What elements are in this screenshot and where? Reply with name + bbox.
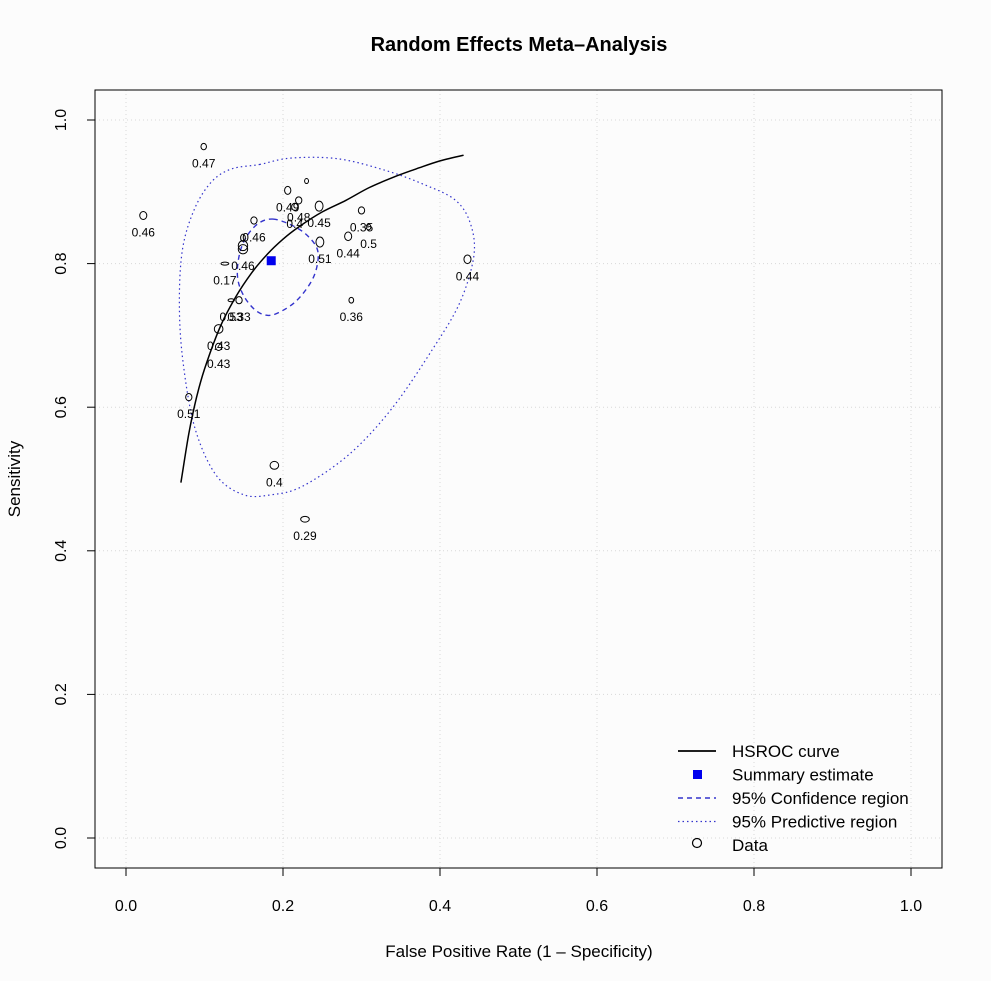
y-tick-label: 0.2: [53, 683, 70, 705]
data-point: [139, 211, 148, 220]
data-point: [284, 185, 292, 195]
data-point-label: 0.43: [207, 357, 231, 371]
y-tick-label: 0.0: [53, 827, 70, 849]
legend-label: 95% Predictive region: [732, 813, 897, 832]
y-tick-label: 0.4: [53, 540, 70, 562]
data-point: [344, 231, 353, 242]
data-point: [348, 296, 355, 304]
curve-layer: [180, 154, 464, 483]
y-axis-label: Sensitivity: [5, 440, 24, 517]
x-tick-label: 0.2: [272, 898, 294, 915]
data-point: [214, 342, 223, 351]
data-point-label: 0.46: [132, 225, 156, 239]
data-point: [200, 142, 207, 151]
data-point: [314, 200, 324, 212]
legend-swatch-summary: [693, 770, 702, 779]
data-point: [291, 202, 299, 211]
y-tick-label: 0.6: [53, 396, 70, 418]
data-point-label: 0.17: [213, 274, 237, 288]
x-tick-label: 0.6: [586, 898, 608, 915]
legend-label: Summary estimate: [732, 766, 874, 785]
data-point: [240, 233, 246, 242]
confidence-region: [236, 218, 319, 317]
legend: HSROC curve Summary estimate 95% Confidenc…: [678, 742, 909, 855]
data-point-label: 0.29: [293, 529, 317, 543]
data-point-label: 0.4: [266, 475, 283, 489]
data-point-label: 0.35: [350, 220, 374, 234]
data-point-label: 0.44: [336, 246, 360, 260]
data-point: [269, 460, 280, 470]
data-point-label: 0.51: [177, 407, 201, 421]
data-point: [250, 216, 258, 225]
summary-estimate-marker: [266, 256, 276, 266]
data-point-label: 0.48: [287, 210, 311, 224]
regions-layer: [178, 156, 476, 498]
data-point: [237, 240, 249, 252]
data-point: [213, 324, 224, 334]
data-point: [235, 296, 243, 305]
data-point-label: 0.33: [227, 310, 251, 324]
predictive-region: [178, 156, 476, 498]
x-tick-label: 1.0: [900, 898, 922, 915]
x-tick-label: 0.4: [429, 898, 451, 915]
x-tick-label: 0.0: [115, 898, 137, 915]
data-point-label: 0.45: [307, 216, 331, 230]
data-point-label: 0.4: [286, 217, 303, 231]
data-point: [463, 254, 472, 265]
chart-title: Random Effects Meta–Analysis: [371, 34, 668, 56]
legend-label: Data: [732, 836, 768, 855]
data-point: [227, 298, 235, 303]
data-point: [304, 178, 310, 185]
x-axis: 0.0 0.2 0.4 0.6 0.8 1.0: [115, 867, 922, 915]
y-tick-label: 0.8: [53, 252, 70, 274]
data-point-label: 0.44: [456, 269, 480, 283]
hsroc-curve: [180, 154, 464, 483]
legend-label: HSROC curve: [732, 742, 840, 761]
data-point-label: 0.51: [308, 252, 332, 266]
data-point-label: 0.36: [340, 310, 364, 324]
data-point: [300, 515, 310, 523]
legend-swatch-data: [691, 837, 703, 849]
data-points-layer: 0.470.460.490.480.450.4 0.350.46 0.50.440.…: [132, 142, 480, 543]
data-point-label: 0.46: [242, 231, 266, 245]
data-point-label: 0.47: [192, 157, 216, 171]
data-point: [220, 261, 230, 266]
data-point: [295, 196, 303, 205]
data-point: [237, 244, 249, 255]
data-point: [365, 223, 372, 231]
data-point: [357, 206, 366, 215]
data-point-label: 0.43: [207, 339, 231, 353]
x-tick-label: 0.8: [743, 898, 765, 915]
y-tick-label: 1.0: [53, 109, 70, 131]
legend-label: 95% Confidence region: [732, 789, 909, 808]
y-axis: 0.0 0.2 0.4 0.6 0.8 1.0: [53, 109, 95, 849]
data-point-label: 0.46: [231, 259, 255, 273]
x-axis-label: False Positive Rate (1 – Specificity): [385, 942, 652, 961]
data-point-label: 0.5: [360, 237, 377, 251]
summary-layer: [266, 256, 276, 266]
grid-lines: [95, 90, 942, 868]
data-point: [315, 236, 325, 248]
data-point: [185, 393, 193, 402]
data-point-label: 0.53: [220, 310, 244, 324]
